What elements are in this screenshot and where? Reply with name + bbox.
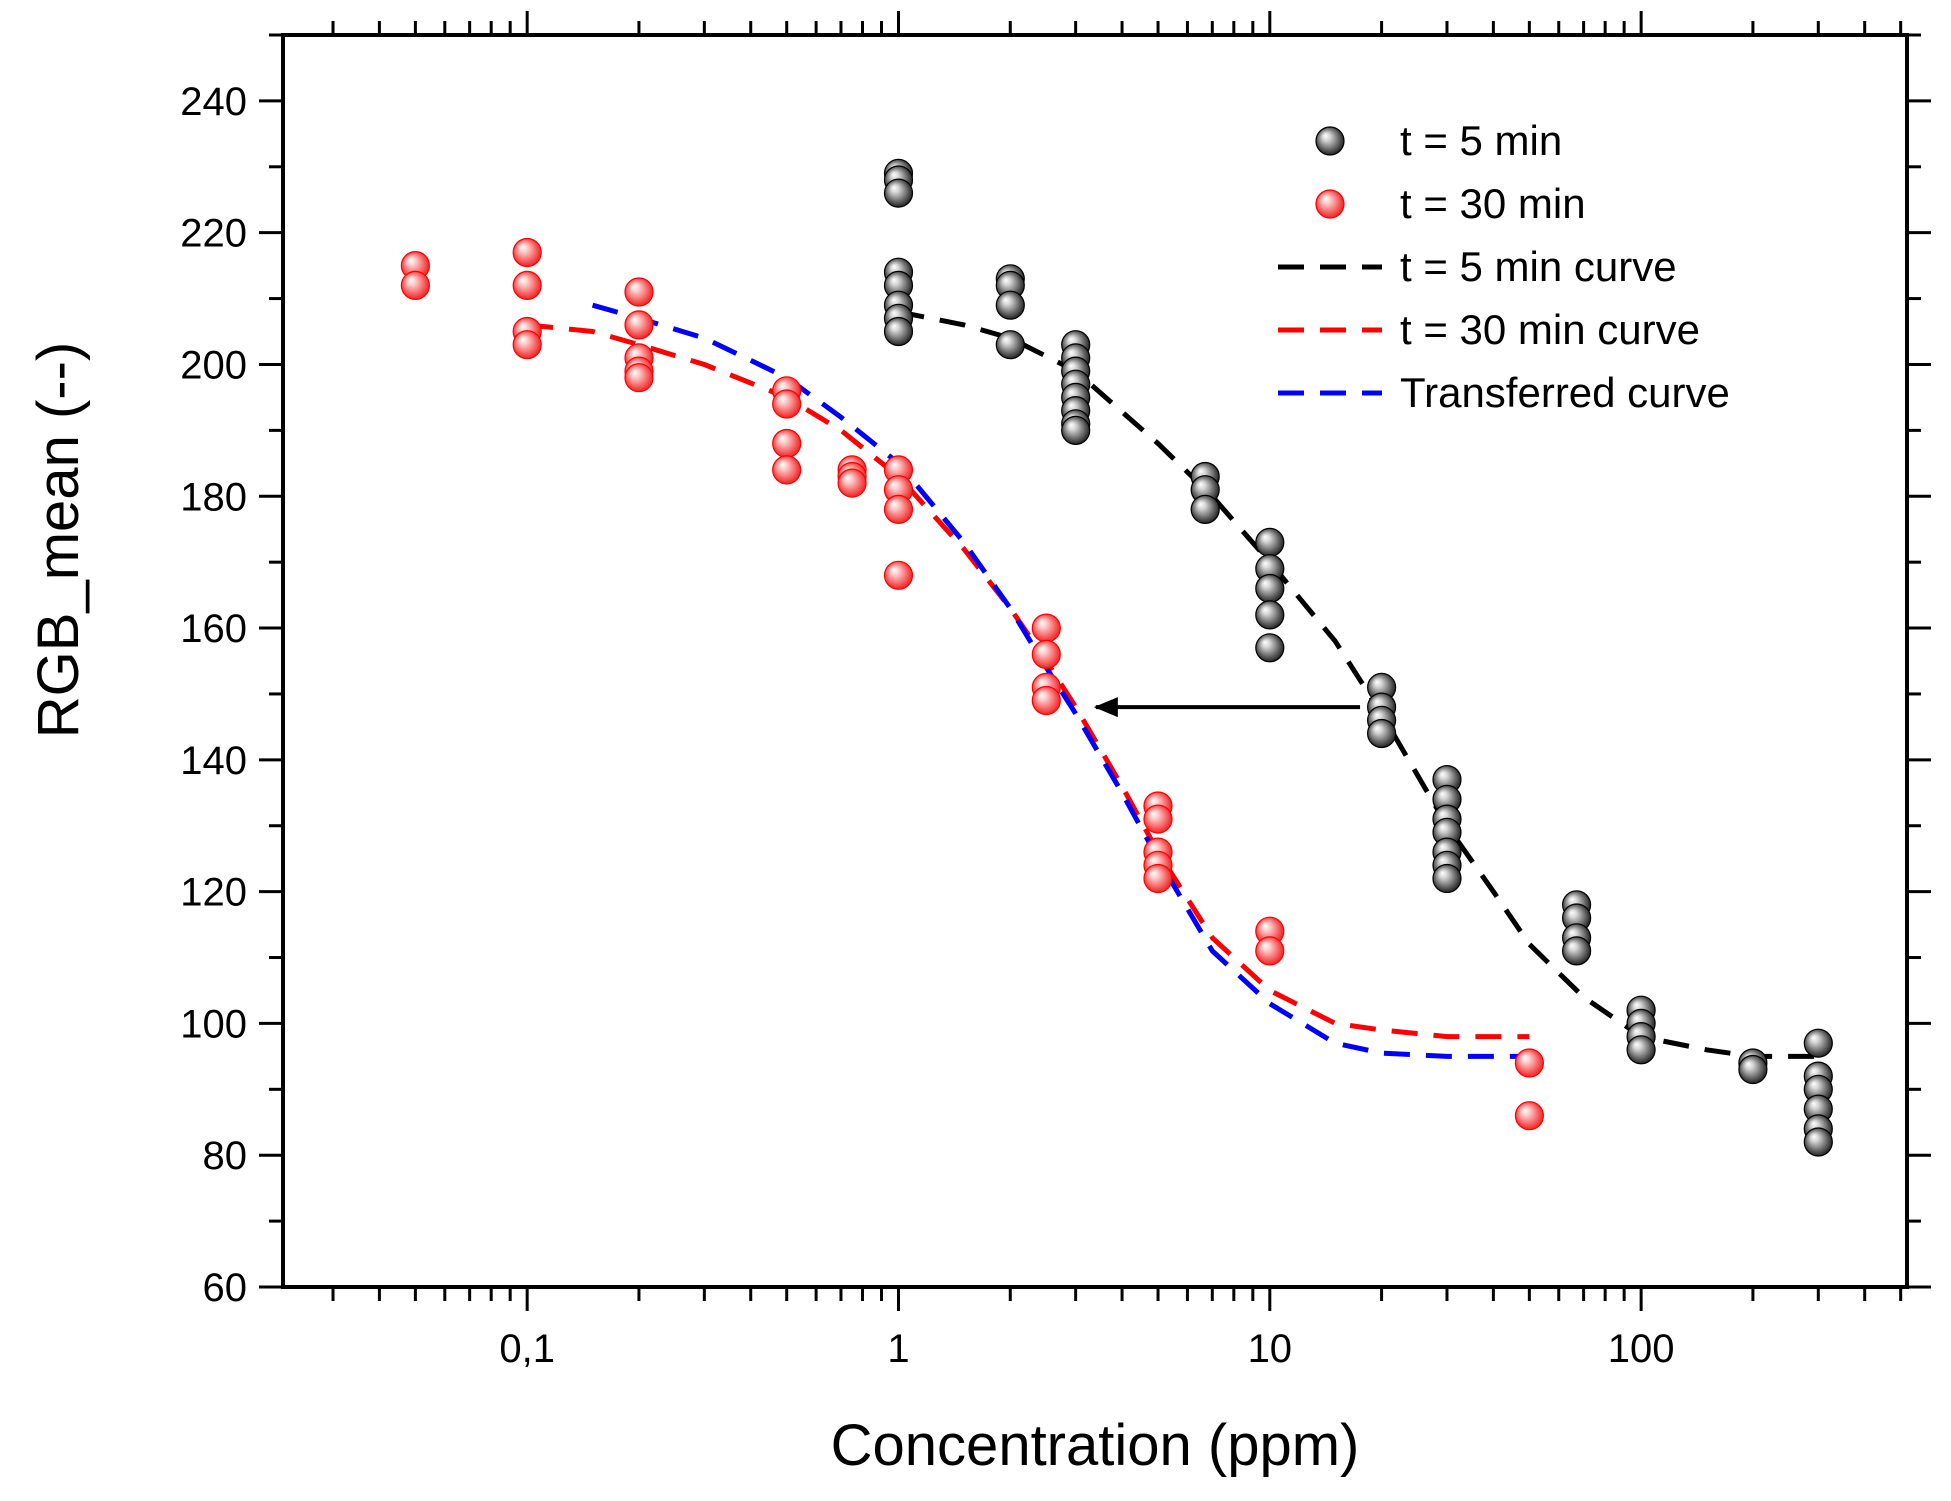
plot-border: [281, 33, 1909, 1289]
data-point: [400, 270, 430, 300]
data-point: [772, 389, 802, 419]
data-point: [1626, 1035, 1656, 1065]
data-point: [1190, 494, 1220, 524]
tick-labels: 0,1 1 10 100 60 80 100 120 140 160 180 200 220 240: [180, 80, 1674, 1371]
data-point: [995, 330, 1025, 360]
data-point: [995, 290, 1025, 320]
data-point: [1031, 685, 1061, 716]
data-point: [1143, 804, 1173, 834]
data-point: [837, 468, 867, 498]
y-tick-label: 240: [180, 80, 247, 124]
data-point: [1803, 1028, 1833, 1058]
data-point: [1514, 1101, 1545, 1131]
data-point: [512, 237, 542, 268]
data-point: [1803, 1127, 1833, 1157]
data-point: [1255, 633, 1285, 663]
fit-curves: [526, 302, 1819, 1059]
legend-marker: [1315, 126, 1345, 156]
data-point: [624, 363, 654, 393]
data-point: [1255, 527, 1285, 558]
axis-ticks: [259, 11, 1931, 1311]
data-point: [512, 330, 542, 360]
y-tick-label: 200: [180, 343, 247, 387]
data-point: [1255, 573, 1285, 604]
data-point: [1514, 1048, 1545, 1078]
y-tick-label: 60: [203, 1266, 248, 1310]
y-tick-label: 180: [180, 475, 247, 519]
data-point: [1255, 600, 1285, 630]
data-point: [1432, 863, 1462, 894]
data-point: [1031, 639, 1061, 670]
data-points: [400, 158, 1833, 1157]
data-point: [624, 310, 654, 340]
legend-label: t = 5 min: [1400, 117, 1562, 164]
data-point: [1061, 415, 1091, 445]
data-point: [1738, 1054, 1768, 1085]
y-tick-label: 220: [180, 212, 247, 256]
data-point: [772, 455, 802, 485]
data-point: [883, 494, 914, 524]
x-tick-label: 10: [1248, 1327, 1293, 1371]
data-point: [1366, 718, 1397, 749]
data-point: [1143, 863, 1173, 894]
legend-label: Transferred curve: [1400, 369, 1730, 416]
legend-label: t = 30 min: [1400, 180, 1586, 227]
plot-frame: [281, 33, 1909, 1289]
y-axis-title: RGB_mean (--): [26, 342, 91, 738]
legend: t = 5 min t = 30 min t = 5 min curve t = 30…: [1278, 117, 1730, 416]
data-point: [1561, 936, 1592, 966]
legend-marker: [1315, 189, 1345, 219]
x-tick-label: 0,1: [499, 1327, 555, 1371]
x-tick-label: 100: [1608, 1327, 1675, 1371]
data-point: [1255, 936, 1285, 966]
y-tick-label: 140: [180, 739, 247, 783]
data-point: [1031, 613, 1061, 643]
legend-label: t = 5 min curve: [1400, 243, 1677, 290]
y-tick-label: 120: [180, 871, 247, 915]
data-point: [512, 270, 542, 300]
data-point: [883, 178, 914, 208]
y-tick-label: 160: [180, 607, 247, 651]
data-point: [883, 316, 914, 347]
series-line: [591, 302, 1530, 1059]
data-point: [883, 560, 914, 590]
y-tick-label: 80: [203, 1134, 248, 1178]
y-tick-label: 100: [180, 1002, 247, 1046]
data-point: [624, 277, 654, 307]
x-tick-label: 1: [887, 1327, 909, 1371]
legend-label: t = 30 min curve: [1400, 306, 1700, 353]
x-axis-title: Concentration (ppm): [831, 1413, 1360, 1478]
data-point: [772, 428, 802, 459]
